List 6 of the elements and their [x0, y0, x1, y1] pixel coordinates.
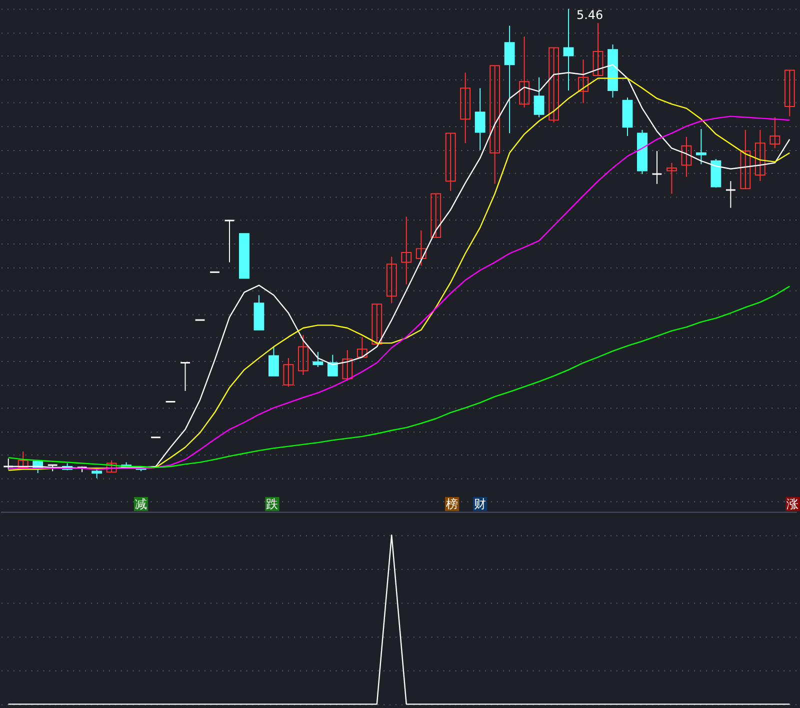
annotation: 5.46 — [576, 8, 604, 22]
text: 涨 — [786, 497, 799, 512]
text: 财 — [474, 497, 486, 512]
text: 跌 — [266, 497, 278, 512]
text: 减 — [135, 497, 148, 512]
text: 榜 — [446, 497, 458, 512]
